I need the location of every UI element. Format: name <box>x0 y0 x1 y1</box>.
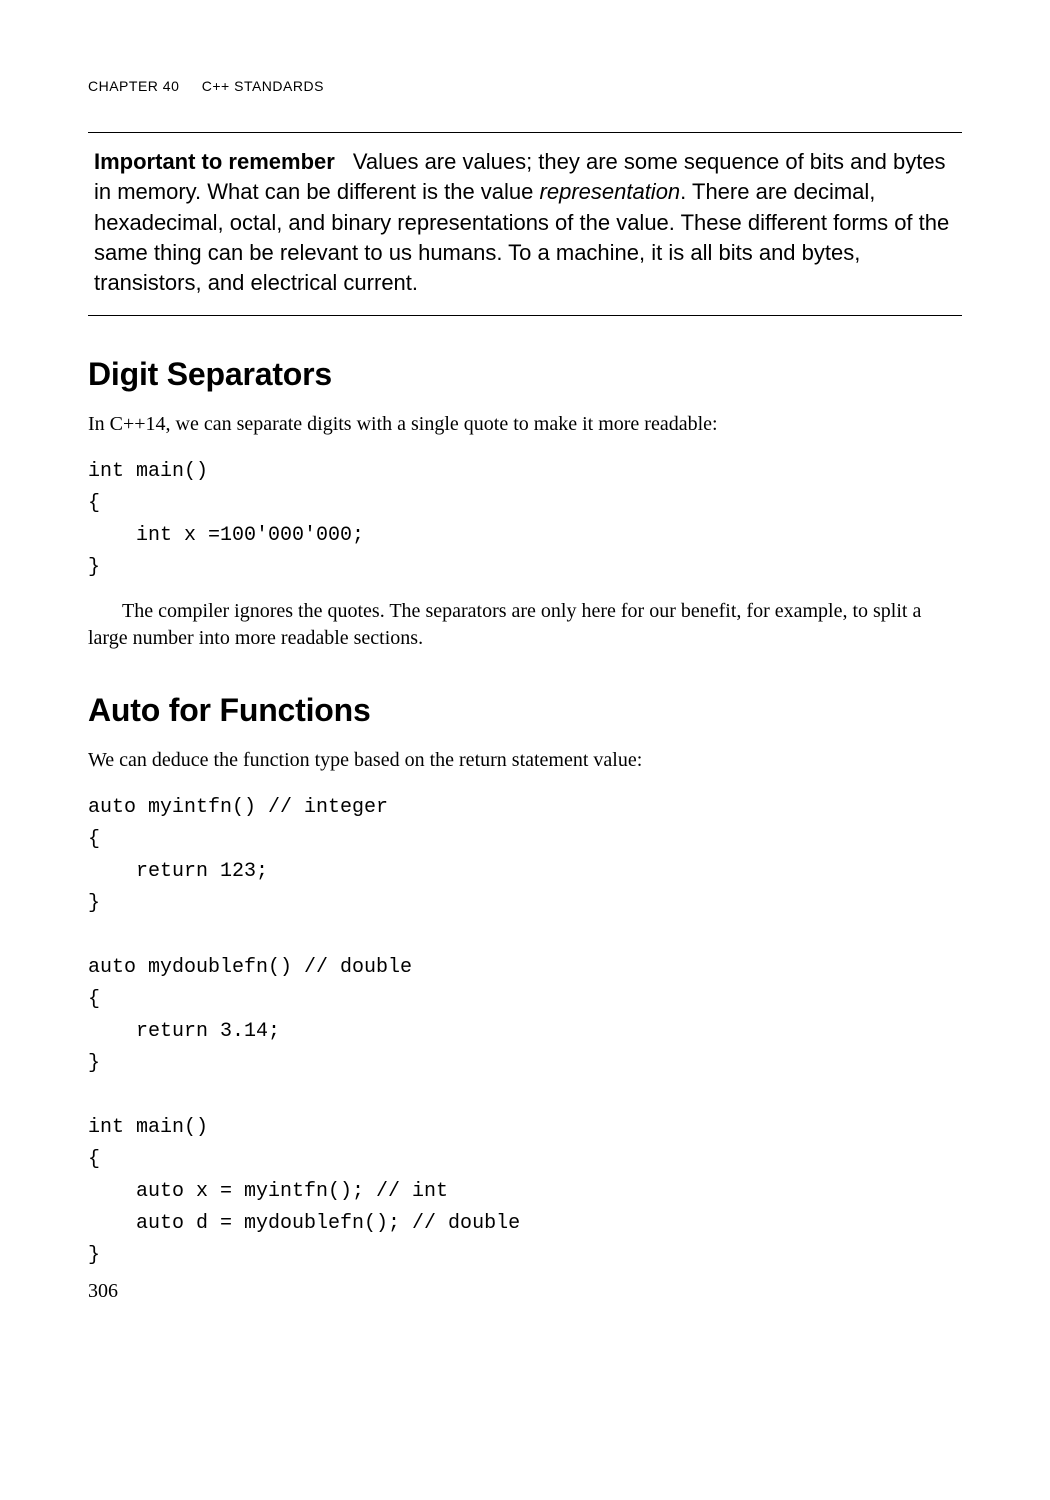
callout-lead: Important to remember <box>94 149 335 174</box>
running-header: CHAPTER 40 C++ STANDARDS <box>88 78 962 94</box>
section1-outro: The compiler ignores the quotes. The sep… <box>88 598 962 652</box>
section1-intro: In C++14, we can separate digits with a … <box>88 411 962 438</box>
code-block-1: int main() { int x =100'000'000; } <box>88 456 962 584</box>
section-heading-digit-separators: Digit Separators <box>88 356 962 393</box>
chapter-number: CHAPTER 40 <box>88 78 179 94</box>
code-block-2: auto myintfn() // integer { return 123; … <box>88 792 962 1272</box>
section-heading-auto-for-functions: Auto for Functions <box>88 692 962 729</box>
page-number: 306 <box>88 1280 962 1303</box>
chapter-title: C++ STANDARDS <box>202 78 324 94</box>
callout-italic: representation <box>540 179 681 204</box>
callout-rule-bottom <box>88 315 962 316</box>
callout-box: Important to rememberValues are values; … <box>88 133 962 315</box>
page-container: CHAPTER 40 C++ STANDARDS Important to re… <box>0 0 1050 1343</box>
section2-intro: We can deduce the function type based on… <box>88 747 962 774</box>
